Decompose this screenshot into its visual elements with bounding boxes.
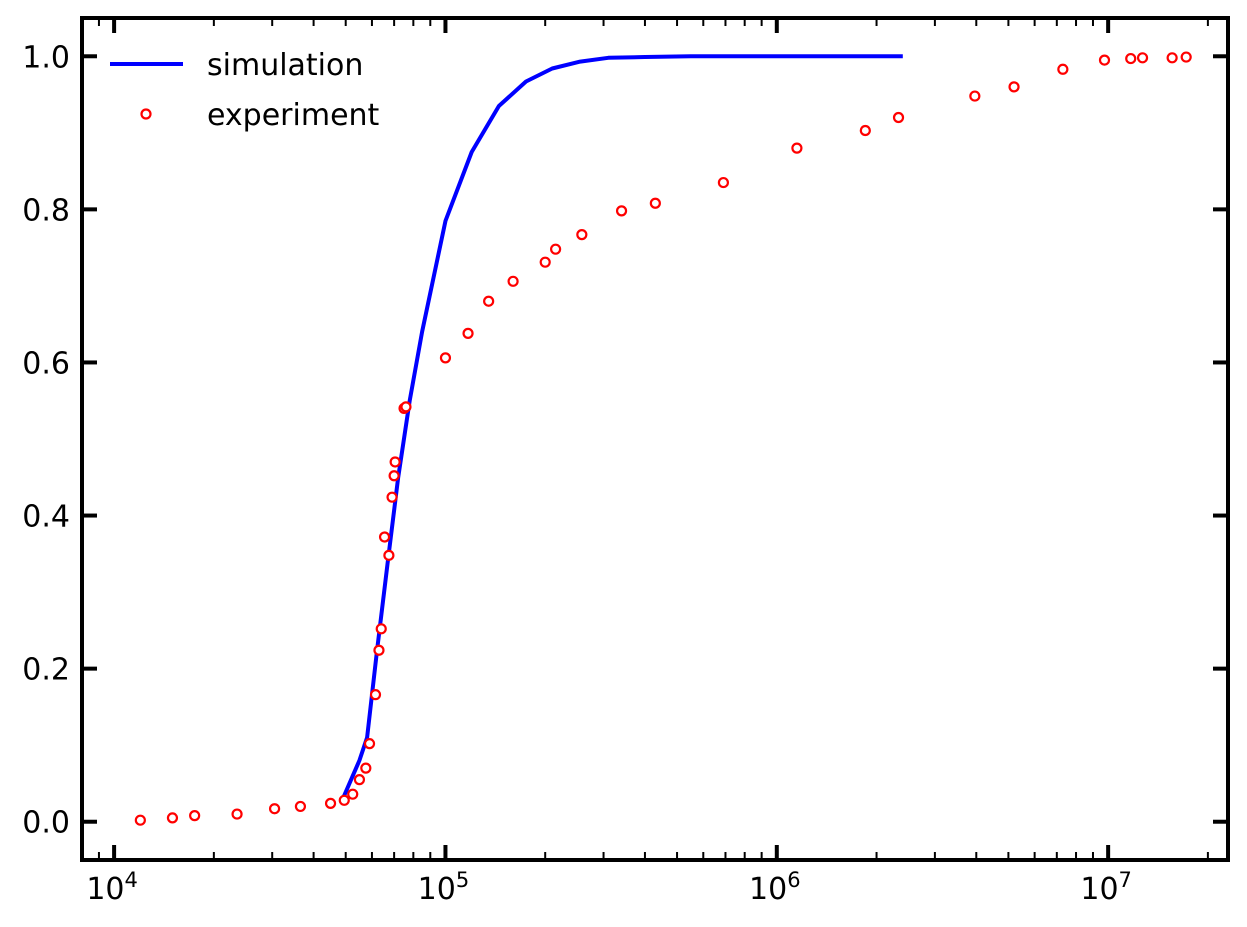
legend-label-experiment: experiment xyxy=(207,98,380,133)
data-point-experiment xyxy=(400,401,412,413)
data-point-experiment xyxy=(347,788,359,800)
data-point-experiment xyxy=(507,275,519,287)
data-point-experiment xyxy=(969,90,981,102)
data-point-experiment xyxy=(338,794,350,806)
data-point-experiment xyxy=(791,142,803,154)
y-tick-label: 0.6 xyxy=(22,346,70,381)
x-tick-label: 107 xyxy=(1080,868,1132,907)
data-point-experiment xyxy=(1008,81,1020,93)
x-tick-labels: 104 105 106 107 xyxy=(86,868,1132,907)
data-point-experiment xyxy=(1057,63,1069,75)
x-major-ticks xyxy=(112,18,1111,860)
legend-marker-swatch xyxy=(140,108,152,120)
x-tick-label: 104 xyxy=(86,868,138,907)
data-point-experiment xyxy=(388,470,400,482)
y-ticks xyxy=(82,54,1228,824)
data-point-experiment xyxy=(1098,54,1111,66)
data-point-experiment xyxy=(389,456,401,468)
data-point-experiment xyxy=(369,689,382,701)
data-point-experiment xyxy=(363,738,376,750)
data-point-experiment xyxy=(576,229,588,241)
data-point-experiment xyxy=(231,808,243,820)
plot-frame xyxy=(80,16,1230,862)
series-line-simulation xyxy=(340,54,903,800)
data-point-experiment xyxy=(539,256,551,268)
data-point-experiment xyxy=(386,491,398,503)
legend-label-simulation: simulation xyxy=(207,48,363,83)
series-layer xyxy=(134,51,1192,826)
data-point-experiment xyxy=(189,810,201,822)
data-point-experiment xyxy=(353,774,366,786)
plot-background xyxy=(82,18,1228,860)
data-point-experiment xyxy=(1166,52,1178,64)
x-tick-label: 105 xyxy=(418,868,470,907)
x-tick-label: 106 xyxy=(749,868,801,907)
data-point-experiment xyxy=(859,124,871,137)
data-point-experiment xyxy=(375,623,387,635)
legend: simulation experiment xyxy=(110,48,380,133)
data-point-experiment xyxy=(649,197,661,209)
data-point-experiment xyxy=(1180,51,1192,63)
y-tick-labels: 0.0 0.2 0.4 0.6 0.8 1.0 xyxy=(22,40,70,840)
data-point-experiment xyxy=(717,176,730,189)
data-point-experiment xyxy=(166,812,179,824)
data-point-experiment xyxy=(462,327,474,339)
data-point-experiment xyxy=(360,762,372,774)
data-point-experiment xyxy=(1136,52,1149,64)
data-point-experiment xyxy=(550,243,562,255)
data-point-experiment xyxy=(383,549,395,561)
data-point-experiment xyxy=(373,644,385,656)
data-point-experiment xyxy=(483,295,495,307)
data-point-experiment xyxy=(892,111,905,124)
data-point-experiment xyxy=(615,205,628,217)
data-point-experiment xyxy=(294,800,307,813)
y-tick-label: 0.2 xyxy=(22,653,70,688)
data-point-experiment xyxy=(1125,52,1137,65)
data-point-experiment xyxy=(268,803,281,815)
data-point-experiment xyxy=(134,814,146,826)
y-tick-label: 1.0 xyxy=(22,40,70,75)
y-tick-label: 0.8 xyxy=(22,193,70,228)
data-point-experiment xyxy=(439,352,452,364)
data-point-experiment xyxy=(324,797,337,809)
y-tick-label: 0.4 xyxy=(22,500,70,535)
y-tick-label: 0.0 xyxy=(22,806,70,841)
data-point-experiment xyxy=(378,531,391,543)
